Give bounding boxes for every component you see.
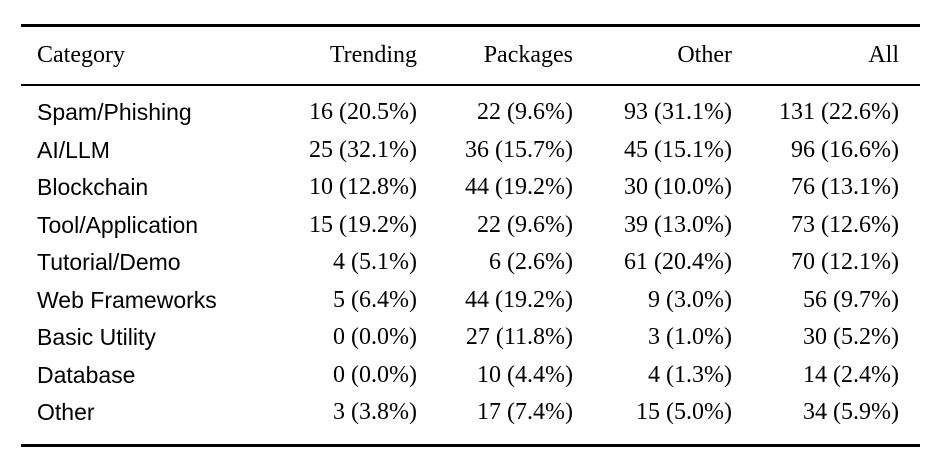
value-cell: 76 (13.1%) xyxy=(791,174,899,201)
value-cell: 93 (31.1%) xyxy=(624,99,732,126)
header-cell-category: Category xyxy=(21,25,261,86)
table-row: Tutorial/Demo 4 (5.1%) 6 (2.6%) 61 (20.4… xyxy=(21,244,920,282)
value-cell: 10 (12.8%) xyxy=(309,174,417,201)
value-cell: 0 (0.0%) xyxy=(333,361,417,388)
value-cell: 45 (15.1%) xyxy=(624,136,732,163)
value-cell: 4 (5.1%) xyxy=(333,249,417,276)
value-cell: 61 (20.4%) xyxy=(624,249,732,276)
value-cell: 22 (9.6%) xyxy=(477,211,573,238)
category-distribution-table: Category Trending Packages Other All Spa… xyxy=(21,24,920,447)
value-cell: 36 (15.7%) xyxy=(465,136,573,163)
table-row: Web Frameworks 5 (6.4%) 44 (19.2%) 9 (3.… xyxy=(21,282,920,320)
category-cell: Web Frameworks xyxy=(37,286,217,313)
value-cell: 44 (19.2%) xyxy=(465,174,573,201)
value-cell: 0 (0.0%) xyxy=(333,324,417,351)
category-cell: Tool/Application xyxy=(37,211,199,238)
header-cell-trending: Trending xyxy=(261,25,417,86)
value-cell: 30 (5.2%) xyxy=(803,324,899,351)
value-cell: 70 (12.1%) xyxy=(791,249,899,276)
value-cell: 5 (6.4%) xyxy=(333,286,417,313)
value-cell: 96 (16.6%) xyxy=(791,136,899,163)
table-row: Other 3 (3.8%) 17 (7.4%) 15 (5.0%) 34 (5… xyxy=(21,394,920,445)
value-cell: 10 (4.4%) xyxy=(477,361,573,388)
value-cell: 6 (2.6%) xyxy=(489,249,573,276)
value-cell: 27 (11.8%) xyxy=(465,324,573,351)
table-row: Tool/Application 15 (19.2%) 22 (9.6%) 39… xyxy=(21,207,920,245)
category-cell: Other xyxy=(37,399,95,426)
value-cell: 16 (20.5%) xyxy=(309,99,417,126)
value-cell: 25 (32.1%) xyxy=(309,136,417,163)
category-cell: Basic Utility xyxy=(37,324,156,351)
category-cell: Database xyxy=(37,361,136,388)
header-row: Category Trending Packages Other All xyxy=(21,25,920,86)
category-cell: AI/LLM xyxy=(37,136,110,163)
table-row: Blockchain 10 (12.8%) 44 (19.2%) 30 (10.… xyxy=(21,169,920,207)
header-cell-packages: Packages xyxy=(417,25,573,86)
value-cell: 30 (10.0%) xyxy=(624,174,732,201)
value-cell: 3 (3.8%) xyxy=(333,399,417,426)
value-cell: 15 (19.2%) xyxy=(309,211,417,238)
header-cell-other: Other xyxy=(573,25,732,86)
table-row: AI/LLM 25 (32.1%) 36 (15.7%) 45 (15.1%) … xyxy=(21,132,920,170)
table-row: Basic Utility 0 (0.0%) 27 (11.8%) 3 (1.0… xyxy=(21,319,920,357)
category-cell: Spam/Phishing xyxy=(37,99,192,126)
table-row: Spam/Phishing 16 (20.5%) 22 (9.6%) 93 (3… xyxy=(21,85,920,132)
value-cell: 15 (5.0%) xyxy=(636,399,732,426)
value-cell: 4 (1.3%) xyxy=(648,361,732,388)
value-cell: 14 (2.4%) xyxy=(803,361,899,388)
value-cell: 34 (5.9%) xyxy=(803,399,899,426)
value-cell: 22 (9.6%) xyxy=(477,99,573,126)
value-cell: 17 (7.4%) xyxy=(477,399,573,426)
header-cell-all: All xyxy=(732,25,920,86)
category-cell: Tutorial/Demo xyxy=(37,249,181,276)
value-cell: 44 (19.2%) xyxy=(465,286,573,313)
value-cell: 56 (9.7%) xyxy=(803,286,899,313)
value-cell: 73 (12.6%) xyxy=(791,211,899,238)
value-cell: 9 (3.0%) xyxy=(648,286,732,313)
table-header: Category Trending Packages Other All xyxy=(21,25,920,86)
value-cell: 131 (22.6%) xyxy=(779,99,899,126)
table-row: Database 0 (0.0%) 10 (4.4%) 4 (1.3%) 14 … xyxy=(21,357,920,395)
category-cell: Blockchain xyxy=(37,174,149,201)
value-cell: 3 (1.0%) xyxy=(648,324,732,351)
value-cell: 39 (13.0%) xyxy=(624,211,732,238)
table-body: Spam/Phishing 16 (20.5%) 22 (9.6%) 93 (3… xyxy=(21,85,920,445)
